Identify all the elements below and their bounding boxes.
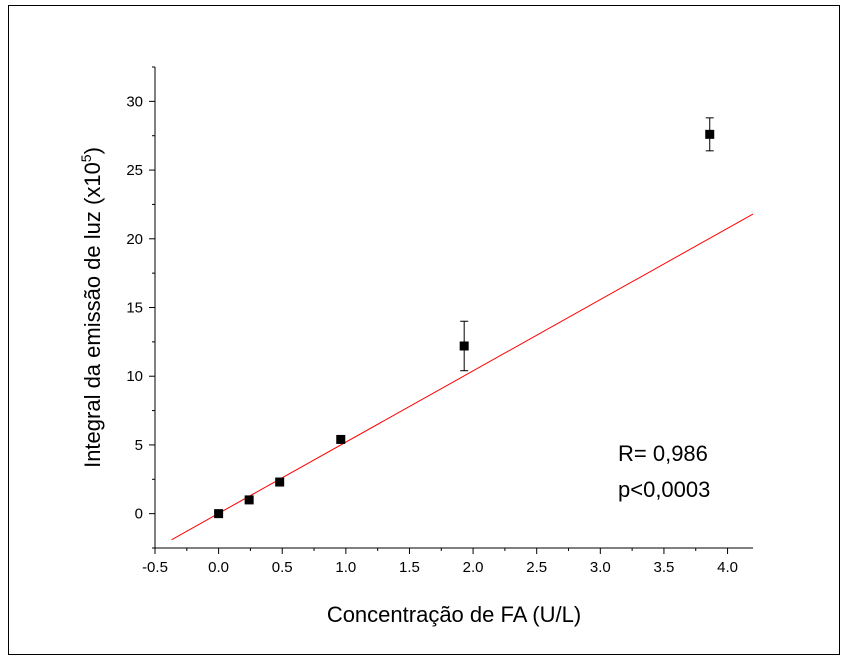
x-tick-label: 1.5	[399, 559, 420, 576]
y-tick-label: 30	[126, 93, 143, 110]
x-tick-label: 1.0	[335, 559, 356, 576]
fit-line	[171, 213, 754, 541]
x-tick-label: 0.5	[272, 559, 293, 576]
y-tick-label: 25	[126, 162, 143, 179]
annotation-p-value: p<0,0003	[618, 477, 710, 502]
data-point	[244, 495, 254, 505]
data-point	[275, 477, 285, 487]
data-point	[336, 434, 346, 444]
y-tick-label: 15	[126, 300, 143, 317]
x-axis-title: Concentração de FA (U/L)	[327, 602, 581, 627]
x-tick-label: 4.0	[717, 559, 738, 576]
x-tick-label: 3.0	[590, 559, 611, 576]
x-tick-label: -0.5	[142, 559, 168, 576]
fit-line-group	[171, 213, 754, 541]
y-tick-label: 5	[135, 437, 143, 454]
y-axis-title-main: Integral da emissão de luz (x10	[80, 162, 105, 468]
y-tick-label: 10	[126, 368, 143, 385]
annotation-r-value: R= 0,986	[618, 441, 708, 466]
chart-frame	[8, 5, 840, 655]
axes: -0.5 0.0 0.5 1.0 1.5 2.0 2.5 3.0 3.5 4.0 0 5 10 15 20 2…	[126, 66, 753, 576]
y-tick-label: 20	[126, 231, 143, 248]
data-points	[214, 117, 715, 519]
data-point	[459, 341, 469, 351]
x-tick-label: 0.0	[208, 559, 229, 576]
y-tick-label: 0	[135, 506, 143, 523]
x-tick-label: 2.5	[526, 559, 547, 576]
y-axis-title: Integral da emissão de luz (x105)	[78, 147, 105, 468]
data-point	[214, 509, 224, 519]
data-point	[705, 129, 715, 139]
x-tick-label: 3.5	[654, 559, 675, 576]
y-axis-title-superscript: 5	[78, 154, 94, 162]
x-tick-label: 2.0	[463, 559, 484, 576]
y-axis-title-end: )	[80, 147, 105, 154]
